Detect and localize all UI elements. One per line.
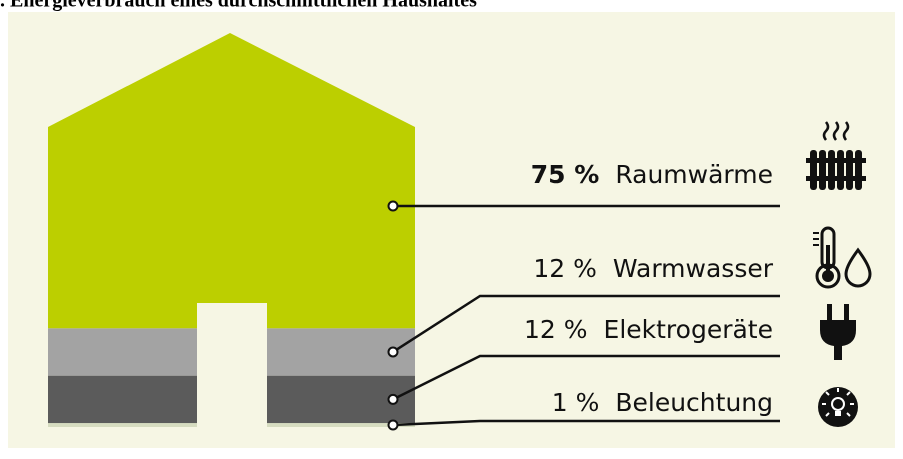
value-label: 12 %: [533, 254, 597, 283]
category-label: Beleuchtung: [615, 388, 773, 417]
leader-dot: [389, 202, 398, 211]
value-label: 12 %: [524, 315, 588, 344]
chart-title: 4. Energieverbrauch eines durchschnittli…: [0, 0, 477, 12]
door: [197, 303, 267, 427]
leader-dot: [389, 395, 398, 404]
value-label: 1 %: [552, 388, 600, 417]
category-label: Warmwasser: [613, 254, 774, 283]
category-label: Raumwärme: [615, 160, 773, 189]
category-label: Elektrogeräte: [604, 315, 773, 344]
chart: 4. Energieverbrauch eines durchschnittli…: [0, 0, 903, 455]
bulb-icon: [818, 387, 858, 427]
leader-dot: [389, 347, 398, 356]
value-label: 75 %: [531, 160, 600, 189]
leader-dot: [389, 421, 398, 430]
